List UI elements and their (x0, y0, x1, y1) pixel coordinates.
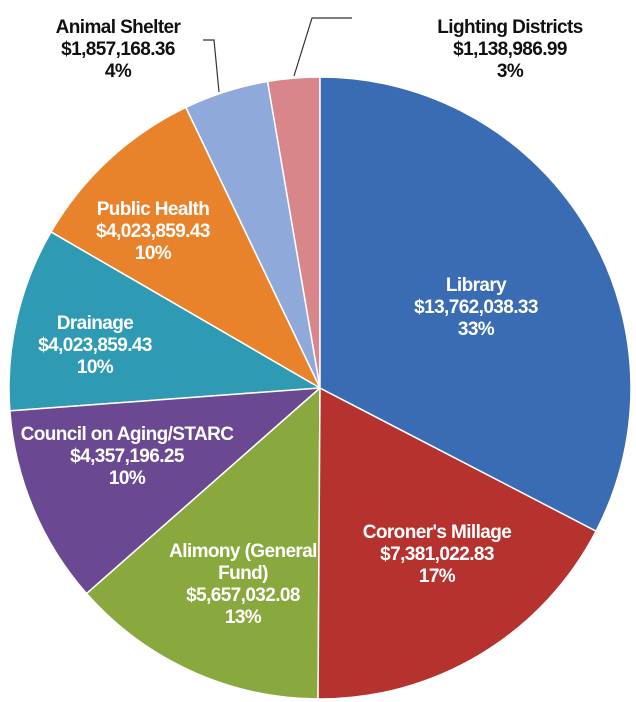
slice-value: $4,023,859.43 (38, 335, 152, 356)
pie-slice (85, 386, 321, 700)
slice-value: $4,023,859.43 (96, 221, 210, 242)
slice-value: $7,381,022.83 (380, 544, 494, 565)
slice-name: Public Health (96, 199, 210, 220)
slice-label: Public Health $4,023,859.43 10% (96, 199, 210, 265)
slice-percent: 10% (76, 357, 114, 378)
slice-name: Lighting Districts (437, 17, 583, 38)
slice-name: Coroner's Millage (362, 522, 512, 543)
pie-slice (319, 76, 632, 533)
pie-slice (8, 230, 323, 412)
slice-label: Animal Shelter $1,857,168.36 4% (56, 17, 181, 83)
slice-name: Alimony (General Fund) (169, 541, 317, 584)
slice-value: $5,657,032.08 (186, 585, 300, 606)
slice-percent: 4% (104, 61, 132, 82)
slice-label: Lighting Districts $1,138,986.99 3% (437, 17, 583, 83)
slice-label: Drainage $4,023,859.43 10% (38, 313, 152, 379)
slice-value: $13,762,038.33 (414, 297, 538, 318)
slice-name: Animal Shelter (55, 17, 181, 38)
slice-percent: 3% (496, 61, 524, 82)
slice-label: Coroner's Millage $7,381,022.83 17% (362, 522, 512, 588)
slice-label: Alimony (General Fund) $5,657,032.08 13% (168, 541, 318, 629)
leader-line (203, 39, 220, 93)
slice-value: $1,138,986.99 (453, 39, 567, 60)
slice-label: Council on Aging/STARC $4,357,196.25 10% (21, 424, 234, 490)
slice-name: Drainage (56, 313, 134, 334)
pie-slice (317, 386, 598, 700)
pie-slice (9, 387, 323, 595)
leader-line (293, 17, 352, 77)
slice-percent: 10% (108, 468, 146, 489)
slice-percent: 33% (457, 319, 495, 340)
pie-slice (49, 106, 322, 390)
slice-percent: 17% (418, 566, 456, 587)
slice-label: Library $13,762,038.33 33% (414, 275, 538, 341)
slice-name: Council on Aging/STARC (20, 424, 234, 445)
slice-value: $4,357,196.25 (70, 446, 184, 467)
slice-percent: 13% (224, 607, 262, 628)
slice-name: Library (445, 275, 507, 296)
slice-value: $1,857,168.36 (61, 39, 175, 60)
slice-percent: 10% (134, 243, 172, 264)
